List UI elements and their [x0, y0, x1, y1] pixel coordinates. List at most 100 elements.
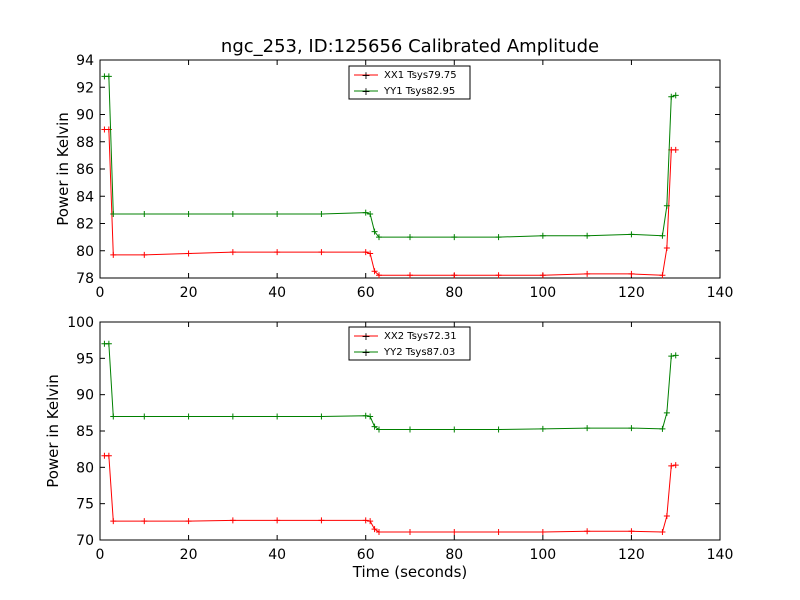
data-point	[229, 413, 236, 420]
bottom-legend-box	[348, 326, 471, 361]
legend-label-yy2: YY2 Tsys87.03	[383, 347, 455, 358]
data-point	[407, 234, 413, 241]
data-point	[539, 425, 546, 432]
y-tick-label: 80	[76, 460, 94, 476]
data-point	[407, 272, 413, 279]
data-point	[141, 251, 148, 258]
x-tick-label: 120	[618, 547, 645, 563]
chart-title: ngc_253, ID:125656 Calibrated Amplitude	[221, 36, 599, 57]
data-point	[274, 249, 281, 256]
data-point	[407, 426, 413, 433]
data-point	[659, 232, 666, 239]
data-point	[141, 413, 148, 420]
data-point	[367, 413, 374, 420]
data-point	[495, 272, 502, 279]
x-tick-label: 120	[618, 285, 645, 301]
x-tick-label: 20	[180, 547, 198, 563]
x-tick-label: 40	[268, 285, 286, 301]
data-point	[668, 93, 675, 100]
legend-cross-yy2: +	[361, 346, 370, 359]
top-legend-box	[348, 65, 471, 100]
x-tick-label: 60	[357, 547, 375, 563]
data-point	[318, 210, 325, 217]
data-point	[110, 518, 117, 525]
data-point	[362, 249, 369, 256]
data-point	[185, 518, 192, 525]
data-point	[495, 234, 502, 241]
data-point	[539, 272, 546, 279]
x-tick-label: 0	[96, 547, 105, 563]
y-tick-label: 90	[76, 108, 94, 124]
data-point	[105, 452, 112, 459]
y-tick-label: 85	[76, 424, 94, 440]
y-tick-label: 80	[76, 244, 94, 260]
legend-label-xx2: XX2 Tsys72.31	[384, 331, 457, 342]
data-point	[663, 513, 670, 520]
data-point	[584, 528, 591, 535]
series-line-0-1	[104, 75, 676, 238]
data-point	[318, 413, 325, 420]
data-point	[362, 209, 369, 216]
data-point	[318, 249, 325, 256]
data-point	[672, 462, 679, 469]
data-point	[659, 425, 666, 432]
x-tick-label: 100	[529, 547, 556, 563]
data-point	[668, 462, 675, 469]
data-point	[105, 73, 112, 80]
data-point	[371, 268, 378, 275]
bottom-legend: + XX2 Tsys72.31 + YY2 Tsys87.03	[348, 326, 471, 361]
data-point	[628, 270, 635, 277]
data-point	[185, 210, 192, 217]
y-tick-label: 70	[76, 533, 94, 549]
data-point	[371, 423, 378, 430]
legend-cross-yy1: +	[361, 85, 370, 98]
x-tick-label: 80	[445, 547, 463, 563]
data-point	[274, 517, 281, 524]
data-point	[362, 412, 369, 419]
data-point	[110, 210, 117, 217]
x-tick-label: 20	[180, 285, 198, 301]
data-point	[451, 426, 458, 433]
y-tick-label: 100	[67, 315, 94, 331]
data-point	[663, 409, 670, 416]
top-panel: 0 20 40 60 80 100 120 140 78 80 82 84 86 88 90 92 94 Pow…	[54, 53, 733, 301]
data-point	[110, 413, 117, 420]
data-point	[584, 232, 591, 239]
data-point	[371, 526, 378, 533]
data-point	[274, 210, 281, 217]
legend-label-xx1: XX1 Tsys79.75	[384, 70, 457, 81]
data-point	[229, 249, 236, 256]
top-y-axis-label: Power in Kelvin	[54, 112, 72, 226]
data-point	[539, 529, 546, 536]
x-axis-label: Time (seconds)	[352, 563, 468, 581]
data-point	[628, 231, 635, 238]
data-point	[274, 413, 281, 420]
data-point	[407, 529, 413, 536]
y-tick-label: 95	[76, 351, 94, 367]
data-point	[539, 232, 546, 239]
data-point	[371, 228, 378, 235]
data-point	[659, 529, 666, 536]
data-point	[141, 210, 148, 217]
data-point	[376, 272, 382, 279]
data-point	[376, 426, 382, 433]
data-point	[672, 92, 679, 99]
data-point	[229, 517, 236, 524]
data-point	[663, 202, 670, 209]
data-point	[141, 518, 148, 525]
data-point	[672, 146, 679, 153]
data-point	[110, 251, 117, 258]
x-tick-label: 140	[707, 547, 734, 563]
y-tick-label: 78	[76, 271, 94, 287]
data-point	[229, 210, 236, 217]
data-point	[663, 245, 670, 252]
data-point	[376, 234, 382, 241]
data-point	[367, 210, 374, 217]
series-line-1-0	[104, 455, 676, 533]
y-tick-label: 92	[76, 80, 94, 96]
y-tick-label: 88	[76, 135, 94, 151]
y-tick-label: 82	[76, 217, 94, 233]
data-point	[584, 270, 591, 277]
data-point	[451, 272, 458, 279]
